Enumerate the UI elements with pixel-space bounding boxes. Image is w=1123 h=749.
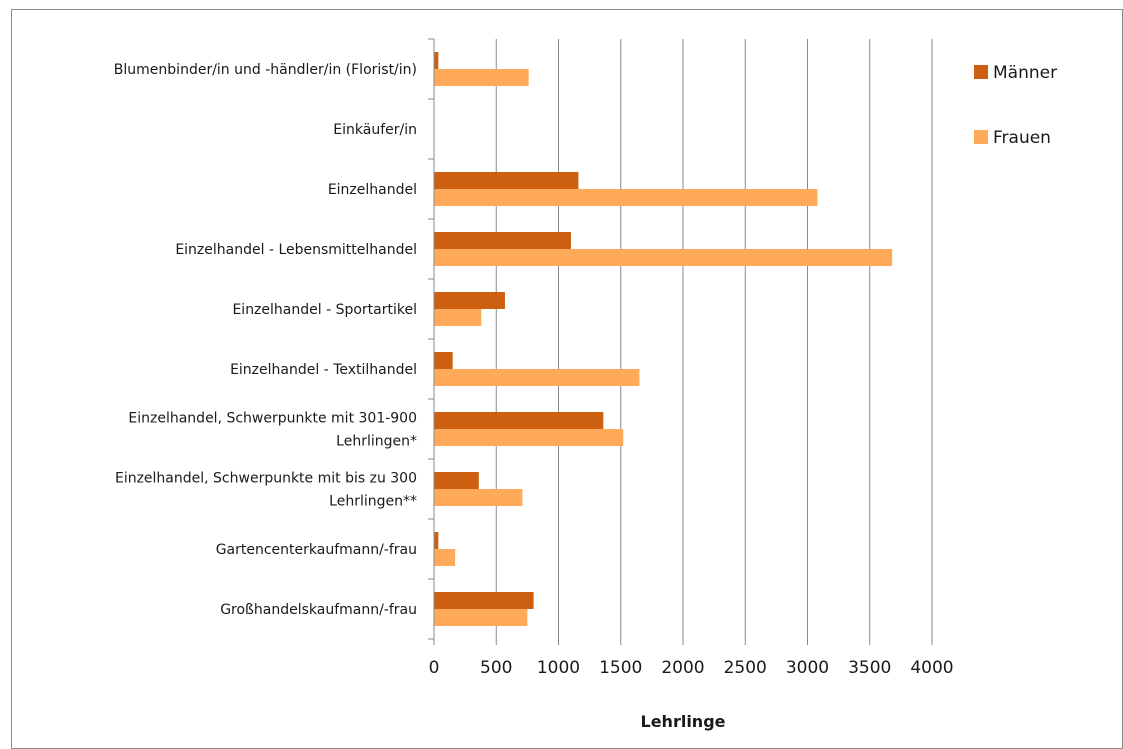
category-label: Einkäufer/in <box>333 122 417 138</box>
x-tick-labels: 0 500 1000 1500 2000 2500 3000 3500 4000 <box>429 658 954 678</box>
bar-frauen <box>434 369 640 386</box>
bar-frauen <box>434 189 818 206</box>
bar-maenner <box>434 292 505 309</box>
legend-swatch <box>974 65 988 79</box>
bar-maenner <box>434 592 534 609</box>
x-tick-label: 3000 <box>786 658 829 678</box>
bar-maenner <box>434 232 571 249</box>
bar-frauen <box>434 429 624 446</box>
bars <box>434 52 893 626</box>
bar-frauen <box>434 609 528 626</box>
bar-maenner <box>434 352 453 369</box>
legend-label: Frauen <box>993 128 1051 148</box>
gridlines <box>495 39 933 639</box>
category-label: Einzelhandel <box>328 182 417 198</box>
bar-chart: Blumenbinder/in und -händler/in (Florist… <box>114 38 1057 731</box>
axes <box>428 38 933 645</box>
category-label: Einzelhandel - Sportartikel <box>232 302 417 318</box>
chart-frame: Blumenbinder/in und -händler/in (Florist… <box>11 9 1123 749</box>
bar-frauen <box>434 69 529 86</box>
category-label: Einzelhandel, Schwerpunkte mit bis zu 30… <box>115 471 417 487</box>
category-label: Einzelhandel, Schwerpunkte mit 301-900 <box>128 411 417 427</box>
category-label: Großhandelskaufmann/-frau <box>220 602 417 618</box>
x-tick-label: 3500 <box>848 658 891 678</box>
category-label: Lehrlingen** <box>329 494 417 510</box>
x-tick-label: 1000 <box>537 658 580 678</box>
bar-maenner <box>434 172 579 189</box>
legend-label: Männer <box>993 63 1057 83</box>
bar-frauen <box>434 249 893 266</box>
bar-maenner <box>434 412 604 429</box>
category-label: Gartencenterkaufmann/-frau <box>216 542 417 558</box>
bar-frauen <box>434 549 456 566</box>
x-tick-label: 1500 <box>599 658 642 678</box>
x-tick-label: 2000 <box>661 658 704 678</box>
bar-maenner <box>434 532 439 549</box>
category-label: Blumenbinder/in und -händler/in (Florist… <box>114 62 417 78</box>
x-tick-label: 500 <box>480 658 512 678</box>
category-label: Einzelhandel - Lebensmittelhandel <box>175 242 417 258</box>
x-tick-label: 4000 <box>910 658 953 678</box>
bar-frauen <box>434 489 523 506</box>
category-label: Einzelhandel - Textilhandel <box>230 362 417 378</box>
x-axis-title: Lehrlinge <box>641 712 726 731</box>
legend: Männer Frauen <box>974 63 1057 148</box>
bar-maenner <box>434 52 439 69</box>
legend-swatch <box>974 130 988 144</box>
category-labels: Blumenbinder/in und -händler/in (Florist… <box>114 62 417 618</box>
bar-maenner <box>434 472 479 489</box>
category-label: Lehrlingen* <box>336 434 417 450</box>
bar-frauen <box>434 309 482 326</box>
x-tick-label: 0 <box>429 658 440 678</box>
x-tick-label: 2500 <box>724 658 767 678</box>
